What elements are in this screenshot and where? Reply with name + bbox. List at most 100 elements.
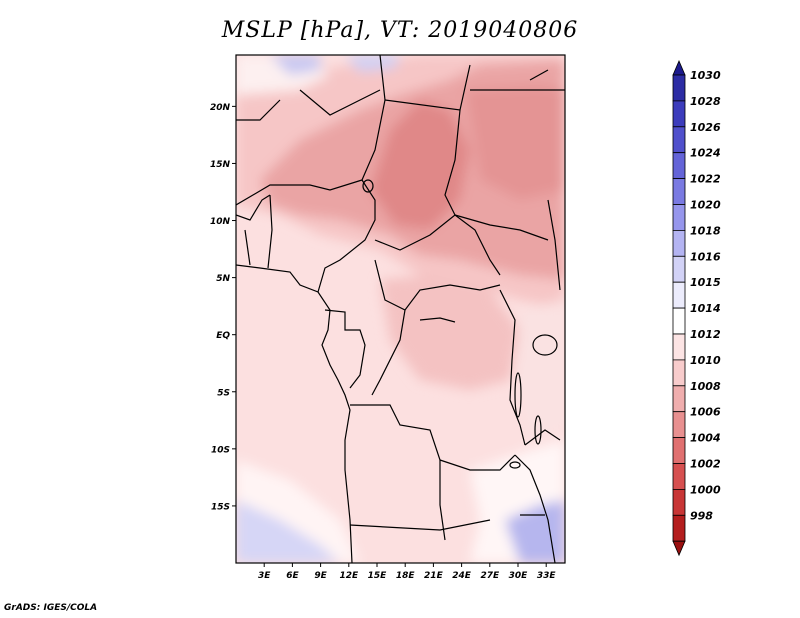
- lat-tick-label: 5N: [216, 274, 230, 284]
- borders: [236, 55, 565, 563]
- lon-tick-label: 24E: [452, 571, 472, 581]
- lon-tick-label: 18E: [396, 571, 416, 581]
- colorbar-label: 1012: [690, 328, 721, 341]
- colorbar-top-arrow: [672, 59, 686, 76]
- colorbar-bottom-arrow: [672, 540, 686, 557]
- lon-tick-label: 9E: [314, 571, 327, 581]
- border-angola-north: [350, 404, 441, 461]
- lon-tick-label: 33E: [537, 571, 557, 581]
- colorbar-segment: [672, 488, 686, 516]
- colorbar-label: 1002: [690, 458, 721, 471]
- colorbar-segment: [672, 126, 686, 154]
- colorbar-segment: [672, 100, 686, 128]
- longitude-axis: 3E 6E 9E 12E 15E 18E 21E 24E 27E 30E 33E: [258, 563, 556, 581]
- border-ghana: [244, 229, 251, 266]
- colorbar-segment: [672, 307, 686, 335]
- river-congo: [419, 317, 456, 323]
- lat-tick-label: EQ: [216, 331, 230, 341]
- nile-northeast: [529, 69, 549, 81]
- lon-tick-label: 6E: [286, 571, 299, 581]
- coastline-west: [236, 264, 353, 563]
- colorbar-label: 1018: [690, 224, 721, 237]
- colorbar-segment: [672, 514, 686, 542]
- colorbar-segment: [672, 281, 686, 309]
- lat-tick-label: 15S: [211, 502, 230, 512]
- lake-tanganyika: [514, 372, 522, 418]
- lon-tick-label: 12E: [339, 571, 359, 581]
- lat-tick-label: 10N: [210, 217, 231, 227]
- border-sudan-ss: [454, 214, 549, 241]
- field-1012-east-lakes: [515, 300, 565, 440]
- border-algeria-libya: [361, 55, 386, 181]
- colorbar-segment: [672, 74, 686, 102]
- lon-tick-label: 30E: [509, 571, 529, 581]
- lake-malawi: [534, 415, 542, 445]
- lon-tick-label: 3E: [258, 571, 271, 581]
- colorbar-label: 1000: [690, 483, 721, 496]
- lake-kariba: [509, 461, 521, 469]
- colorbar-segment: [672, 204, 686, 231]
- colorbar: 1030 1028 1026 1024 1022 1020 1018 1016 1015 1014…: [672, 59, 721, 557]
- border-ethiopia: [547, 199, 561, 291]
- border-angola-zambia: [439, 460, 446, 541]
- border-congo-drc: [371, 309, 406, 396]
- colorbar-label: 1028: [690, 95, 721, 108]
- field-1016-nw: [270, 55, 320, 75]
- colorbar-label: 1016: [690, 250, 721, 263]
- field-1016-n: [345, 55, 400, 72]
- colorbar-label: 1014: [690, 302, 721, 315]
- map-frame: [235, 54, 566, 564]
- field-1006-core: [370, 100, 470, 230]
- colorbar-label: 1010: [690, 354, 721, 367]
- border-car-south: [374, 259, 501, 311]
- border-north-small: [236, 99, 281, 121]
- border-zambia-north: [439, 454, 516, 471]
- colorbar-segment: [672, 463, 686, 490]
- border-drc-east: [499, 289, 526, 446]
- lat-tick-label: 10S: [211, 445, 230, 455]
- colorbar-segment: [672, 411, 686, 439]
- border-tanzania: [524, 429, 561, 446]
- map-title: MSLP [hPa], VT: 2019040806: [221, 18, 579, 43]
- colorbar-segment: [672, 255, 686, 283]
- grads-credit: GrADS: IGES/COLA: [4, 603, 98, 613]
- colorbar-label: 1004: [690, 432, 721, 445]
- border-nigeria-west: [267, 194, 273, 269]
- pressure-field: [236, 55, 565, 563]
- latitude-axis: 20N 15N 10N 5N EQ 5S 10S 15S: [210, 103, 236, 512]
- border-congo-gabon: [324, 309, 366, 389]
- border-mali-niger: [236, 179, 363, 206]
- colorbar-label: 1008: [690, 380, 721, 393]
- colorbar-label: 1026: [690, 121, 721, 134]
- lon-tick-label: 27E: [480, 571, 500, 581]
- border-niger: [299, 89, 381, 116]
- colorbar-segment: [672, 437, 686, 464]
- field-1016-sw: [236, 500, 340, 563]
- field-1018-se: [505, 500, 565, 563]
- field-1010-central: [380, 275, 520, 390]
- colorbar-segment: [672, 385, 686, 413]
- colorbar-segment: [672, 152, 686, 179]
- border-mozambique: [514, 454, 556, 563]
- lat-tick-label: 5S: [217, 388, 230, 398]
- border-namibia: [349, 519, 491, 531]
- lat-tick-label: 20N: [210, 103, 231, 113]
- colorbar-segment: [672, 359, 686, 387]
- colorbar-segment: [672, 333, 686, 361]
- colorbar-label: 1015: [690, 276, 721, 289]
- border-chad-sudan: [444, 109, 461, 216]
- colorbar-segment: [672, 178, 686, 205]
- lat-tick-label: 15N: [210, 160, 231, 170]
- lon-tick-label: 15E: [368, 571, 388, 581]
- border-west-africa: [236, 194, 271, 221]
- colorbar-label: 1022: [690, 173, 721, 186]
- colorbar-segment: [672, 229, 686, 257]
- lake-victoria: [532, 334, 558, 356]
- border-nigeria-cameroon: [317, 179, 376, 293]
- lake-chad: [362, 179, 374, 193]
- colorbar-label: 1006: [690, 406, 721, 419]
- lakes: [362, 69, 558, 516]
- colorbar-label: 1024: [690, 147, 721, 160]
- colorbar-label: 1030: [690, 69, 721, 82]
